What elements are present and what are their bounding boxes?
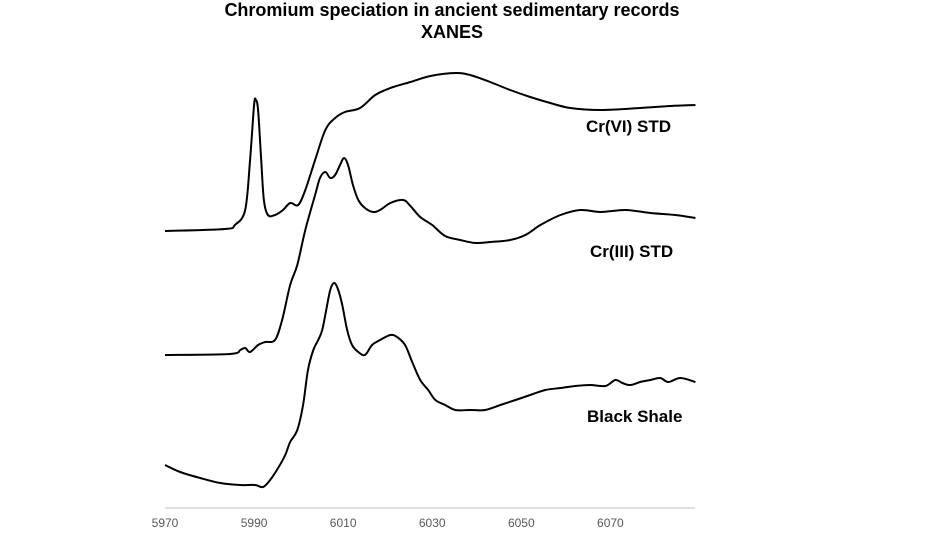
series-lines	[164, 71, 696, 489]
x-tick-label: 6050	[508, 516, 535, 530]
chart-subtitle: XANES	[420, 22, 483, 42]
x-tick-label: 6070	[597, 516, 624, 530]
x-tick-label: 6030	[419, 516, 446, 530]
series-line-black-shale	[164, 282, 696, 489]
x-tick-label: 5970	[152, 516, 179, 530]
chart-title: Chromium speciation in ancient sedimenta…	[224, 0, 680, 20]
x-tick-label: 5990	[241, 516, 268, 530]
x-tick-labels: 5970 5990 6010 6030 6050 6070	[152, 516, 624, 530]
label-cr-iii-std: Cr(III) STD	[590, 242, 674, 261]
label-black-shale: Black Shale	[587, 407, 683, 426]
series-line-cr-vi-std	[164, 71, 696, 232]
x-tick-label: 6010	[330, 516, 357, 530]
series-line-cr-iii-std	[164, 157, 696, 356]
label-cr-vi-std: Cr(VI) STD	[586, 117, 671, 136]
